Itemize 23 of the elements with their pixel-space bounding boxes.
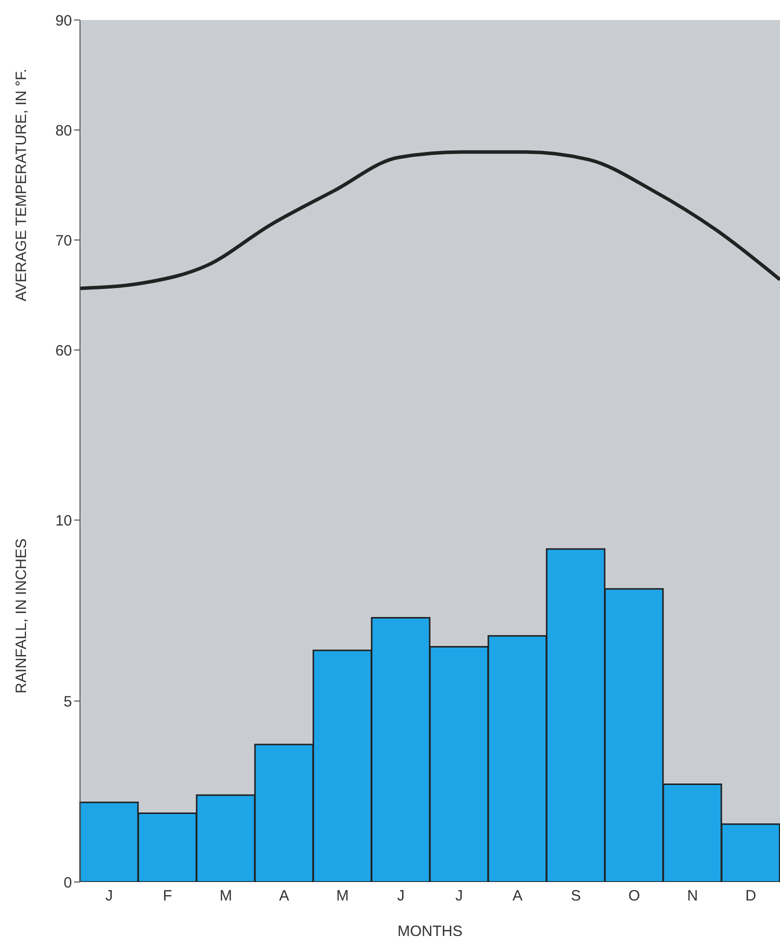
y-axis-title: AVERAGE TEMPERATURE, IN °F. xyxy=(13,68,30,302)
x-tick-label: A xyxy=(512,888,523,905)
y-axis-title: RAINFALL, IN INCHES xyxy=(13,538,30,694)
x-axis-title: MONTHS xyxy=(398,923,462,940)
y-tick-label: 60 xyxy=(55,342,72,360)
y-tick-label: 0 xyxy=(64,874,72,892)
y-tick-label: 5 xyxy=(64,693,72,710)
line-series xyxy=(78,150,780,290)
x-tick-label: S xyxy=(570,888,581,905)
x-tick-label: J xyxy=(455,888,463,905)
x-tick-label: F xyxy=(162,888,172,905)
y-tick-label: 10 xyxy=(55,512,72,530)
y-tick-label: 70 xyxy=(55,232,72,250)
x-tick-label: O xyxy=(628,888,640,905)
x-tick-label: M xyxy=(336,888,349,905)
y-tick-label: 90 xyxy=(55,12,72,30)
x-tick-label: N xyxy=(687,888,698,905)
x-tick-label: J xyxy=(397,888,405,905)
x-tick-label: J xyxy=(105,888,113,905)
x-tick-label: D xyxy=(745,888,756,905)
y-tick-label: 80 xyxy=(55,122,72,140)
x-tick-label: M xyxy=(220,888,232,905)
x-tick-label: A xyxy=(279,888,290,905)
